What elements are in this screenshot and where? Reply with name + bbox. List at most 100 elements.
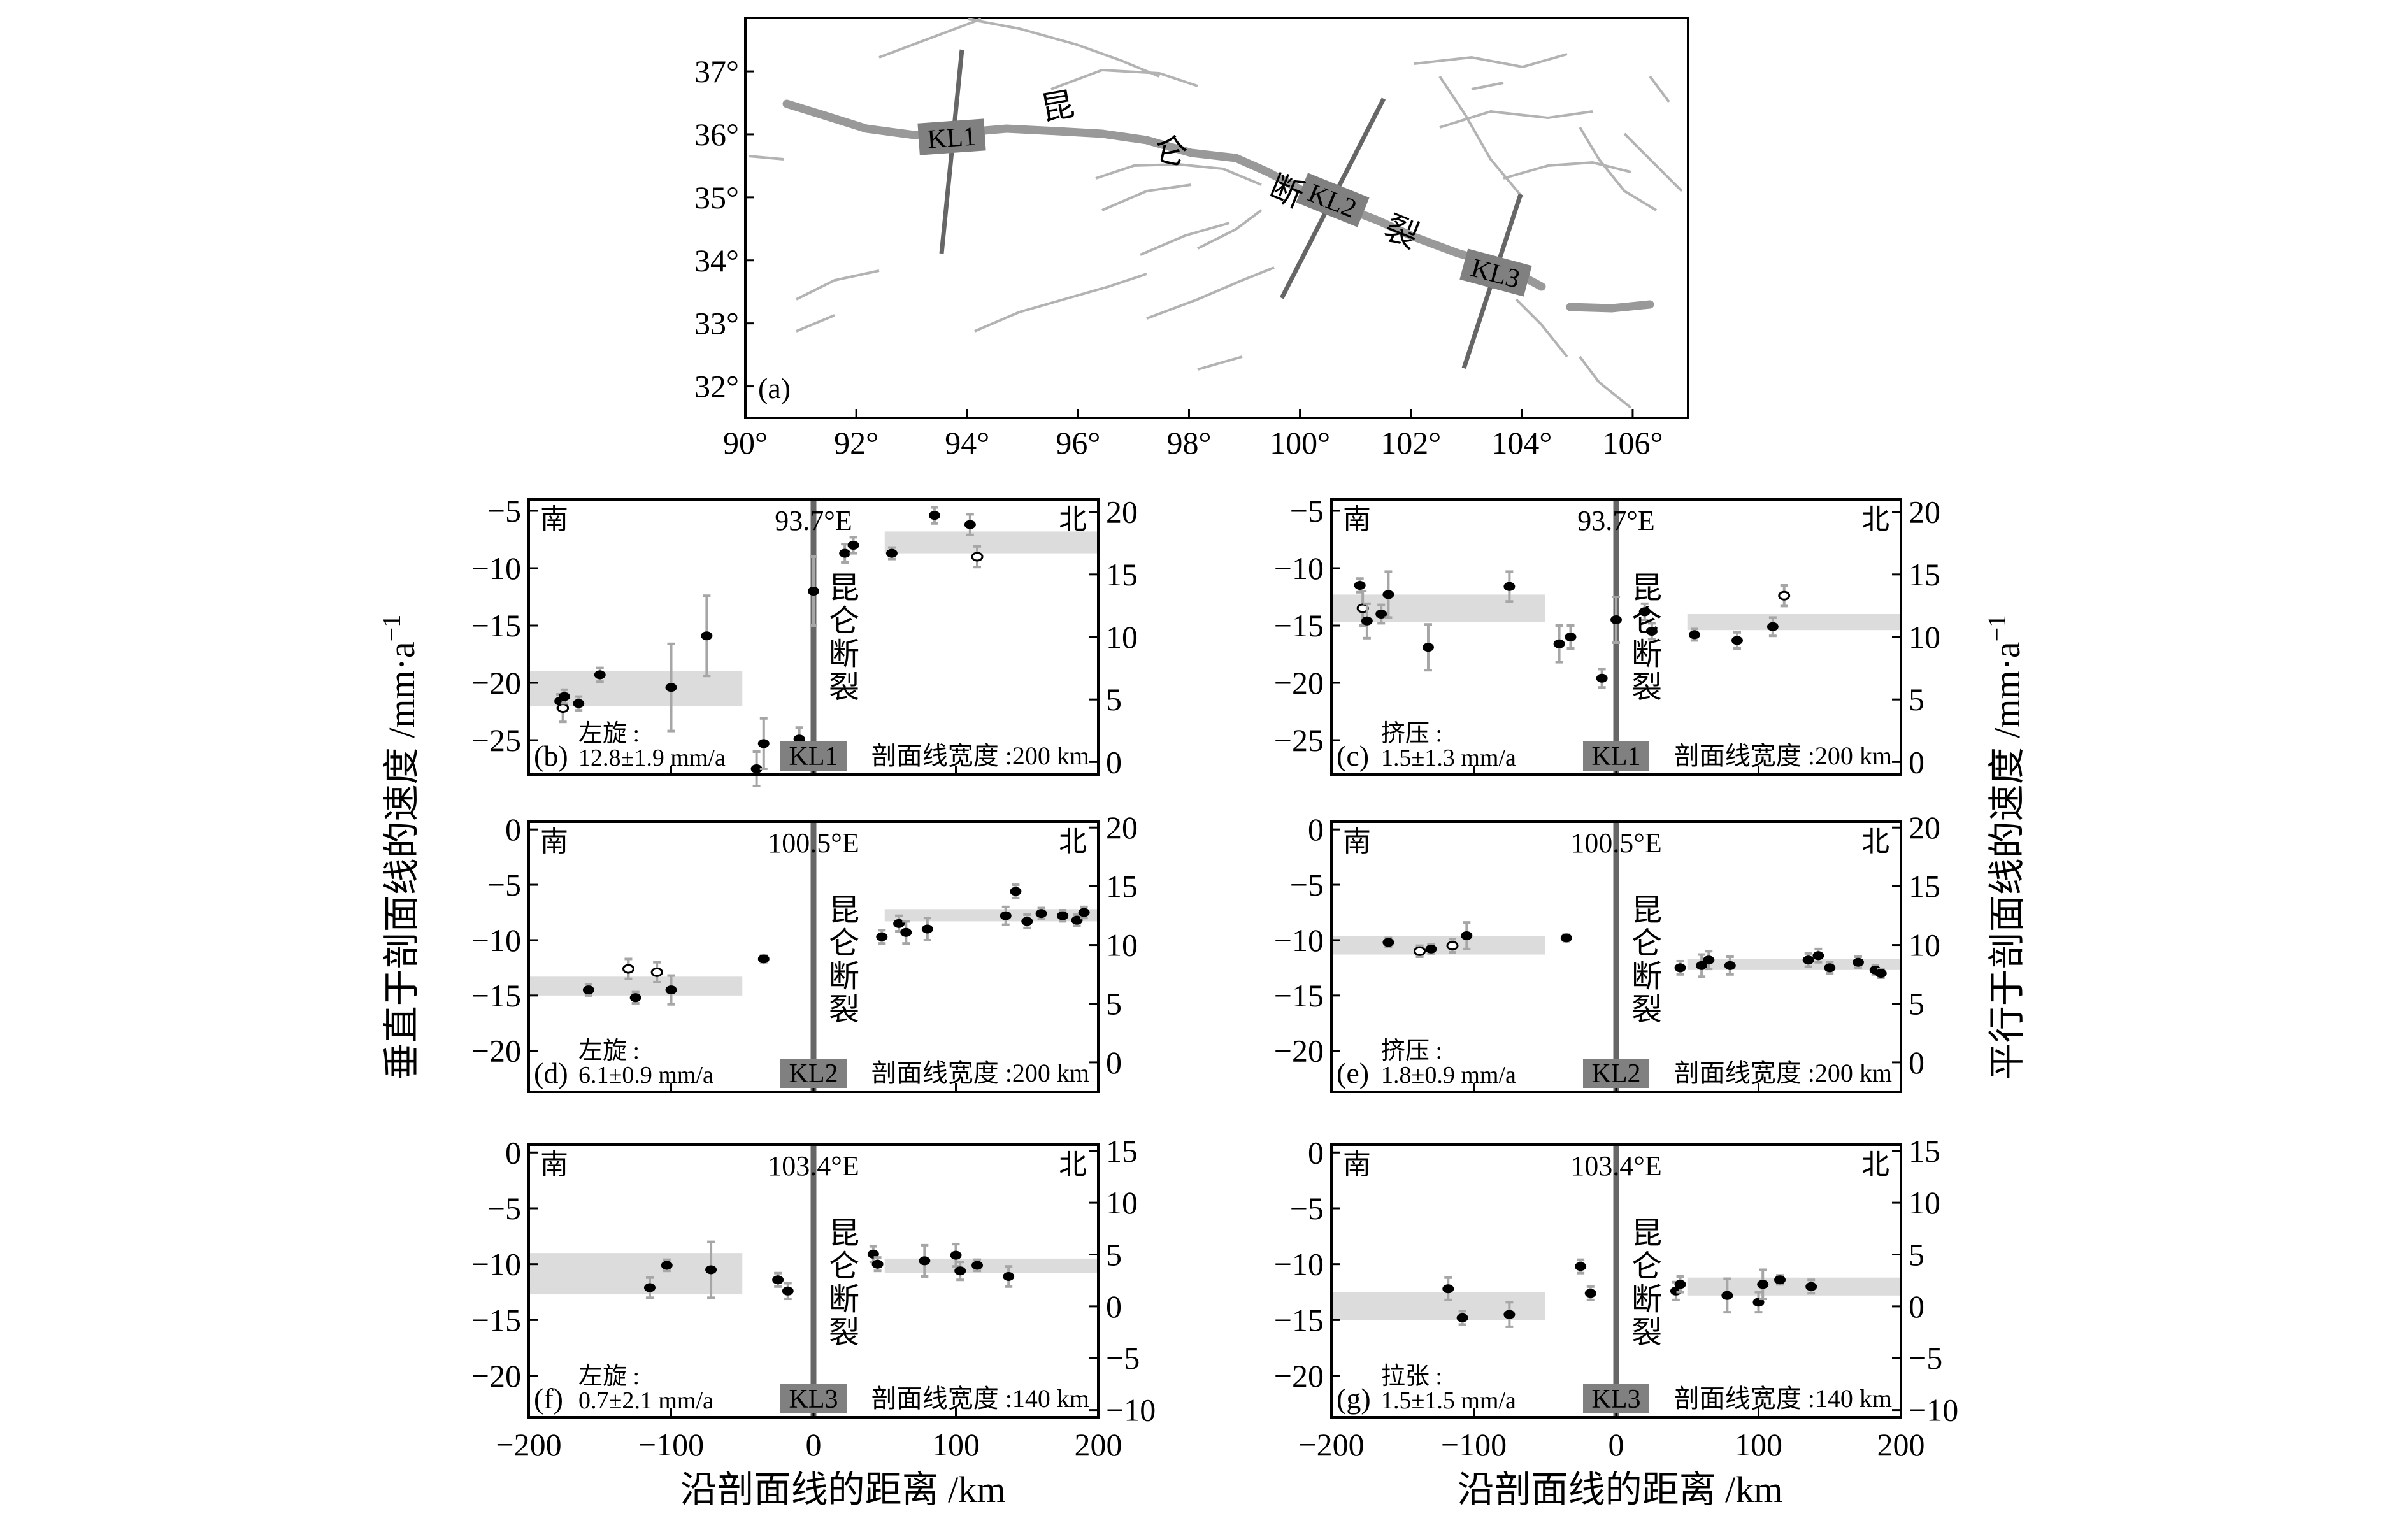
profile-width-label: 剖面线宽度 :140 km bbox=[871, 1384, 1089, 1413]
fault-name-char: 断 bbox=[1631, 960, 1662, 994]
secondary-fault-7 bbox=[1140, 222, 1230, 256]
velocity-point bbox=[661, 1261, 673, 1270]
fault-name-char: 仑 bbox=[1631, 604, 1662, 638]
fault-name-char: 仑 bbox=[1631, 927, 1662, 961]
secondary-fault-9 bbox=[796, 269, 880, 301]
secondary-fault-2 bbox=[968, 18, 1160, 78]
fault-name-char: 断 bbox=[1631, 638, 1662, 671]
fault-name-char: 昆 bbox=[1631, 1217, 1662, 1250]
fault-name-char: 仑 bbox=[829, 1250, 859, 1284]
velocity-point bbox=[1584, 1289, 1596, 1298]
velocity-point bbox=[808, 587, 819, 596]
velocity-point bbox=[1461, 931, 1473, 940]
profile-panel-f: 0 −5 −10 −15 −20 15 10 5 0 −5 −10 −200 −100 0 100 200 南 北… bbox=[471, 1133, 1156, 1462]
profile-name-label: KL2 bbox=[1592, 1059, 1641, 1089]
secondary-fault-15 bbox=[1471, 82, 1504, 90]
panel-label: (g) bbox=[1337, 1382, 1371, 1415]
lat-tick-label: 35° bbox=[694, 180, 739, 215]
fault-name-char: 昆 bbox=[829, 894, 859, 927]
right-y-tick-label: −10 bbox=[1106, 1392, 1156, 1428]
left-y-label-sup: −1 bbox=[377, 615, 406, 642]
right-y-tick-label: 10 bbox=[1106, 927, 1138, 963]
right-y-tick-label: 0 bbox=[1909, 1289, 1924, 1324]
lon-tick-label: 102° bbox=[1380, 425, 1441, 461]
right-y-tick-label: 20 bbox=[1106, 494, 1138, 530]
right-y-label-text: 平行于剖面线的速度 /mm·a bbox=[1986, 641, 2028, 1080]
profile-name-box bbox=[780, 1384, 847, 1413]
x-tick-label: −200 bbox=[1298, 1427, 1364, 1462]
velocity-point bbox=[772, 1275, 784, 1285]
velocity-point bbox=[893, 919, 905, 928]
velocity-point bbox=[950, 1250, 962, 1260]
velocity-point bbox=[1361, 616, 1373, 626]
left-y-tick-label: −10 bbox=[471, 1247, 521, 1282]
velocity-point bbox=[1000, 911, 1012, 920]
right-y-tick-label: 20 bbox=[1106, 810, 1138, 845]
lon-tick-label: 94° bbox=[945, 425, 989, 461]
kunlun-fault-trace-east bbox=[1566, 300, 1654, 313]
velocity-point bbox=[921, 924, 933, 934]
right-y-tick-label: 0 bbox=[1106, 1289, 1122, 1324]
velocity-point-open bbox=[1778, 590, 1791, 601]
profile-label-bg-2 bbox=[1296, 173, 1370, 227]
left-y-tick-label: −5 bbox=[487, 867, 521, 903]
velocity-point-open bbox=[971, 552, 984, 562]
left-y-tick-label: −25 bbox=[1274, 722, 1324, 758]
lat-tick-label: 32° bbox=[694, 369, 739, 404]
velocity-point bbox=[1724, 961, 1736, 970]
velocity-point bbox=[757, 954, 770, 964]
velocity-point bbox=[594, 670, 606, 680]
velocity-point bbox=[919, 1256, 931, 1266]
velocity-point bbox=[643, 1283, 656, 1292]
velocity-point bbox=[1875, 969, 1887, 978]
rate-value: 1.5±1.5 mm/a bbox=[1381, 1387, 1516, 1414]
secondary-fault-8 bbox=[1197, 209, 1263, 250]
velocity-point bbox=[629, 993, 641, 1003]
motion-type-label: 拉张 : bbox=[1381, 1363, 1442, 1390]
left-y-tick-label: −20 bbox=[471, 1358, 521, 1394]
right-y-tick-label: 15 bbox=[1106, 1133, 1138, 1169]
north-label: 北 bbox=[1059, 504, 1087, 535]
velocity-point bbox=[971, 1261, 984, 1270]
south-label: 南 bbox=[540, 826, 568, 857]
velocity-point bbox=[1382, 938, 1394, 947]
motion-type-label: 挤压 : bbox=[1381, 720, 1442, 747]
north-label: 北 bbox=[1861, 1149, 1889, 1180]
fault-name-char: 断 bbox=[829, 960, 859, 994]
left-y-tick-label: −15 bbox=[1274, 608, 1324, 643]
motion-type-label: 左旋 : bbox=[578, 1363, 640, 1390]
velocity-point bbox=[665, 683, 677, 692]
rate-value: 12.8±1.9 mm/a bbox=[578, 745, 726, 771]
velocity-point bbox=[750, 764, 763, 773]
velocity-point bbox=[1674, 963, 1686, 973]
velocity-point bbox=[964, 520, 976, 529]
x-tick-label: −200 bbox=[496, 1427, 561, 1462]
velocity-point bbox=[839, 548, 851, 558]
velocity-point bbox=[1503, 1310, 1516, 1319]
right-y-axis-label: 平行于剖面线的速度 /mm·a−1 bbox=[1982, 615, 2028, 1080]
velocity-point bbox=[1425, 944, 1437, 954]
velocity-point bbox=[1805, 1282, 1817, 1291]
profile-width-label: 剖面线宽度 :200 km bbox=[871, 741, 1089, 770]
secondary-fault-10 bbox=[796, 314, 835, 333]
north-label: 北 bbox=[1861, 504, 1889, 535]
profile-name-label: KL3 bbox=[1592, 1385, 1641, 1414]
fault-name-char: 裂 bbox=[829, 671, 859, 704]
velocity-point bbox=[757, 739, 770, 748]
left-y-tick-label: −15 bbox=[471, 1302, 521, 1338]
right-y-tick-label: 15 bbox=[1909, 868, 1940, 904]
x-axis-label-left: 沿剖面线的距离 /km bbox=[680, 1469, 1006, 1510]
mean-band-1 bbox=[1331, 935, 1545, 955]
south-label: 南 bbox=[540, 1149, 568, 1180]
fault-name-char: 仑 bbox=[829, 604, 859, 638]
panel-label: (e) bbox=[1337, 1057, 1369, 1089]
right-y-tick-label: 15 bbox=[1106, 868, 1138, 904]
x-tick-label: 0 bbox=[1609, 1427, 1624, 1462]
right-y-tick-label: 0 bbox=[1106, 744, 1122, 780]
profile-label-bg-3 bbox=[1459, 248, 1532, 297]
left-y-tick-label: −10 bbox=[471, 922, 521, 958]
fault-name-char: 裂 bbox=[829, 993, 859, 1027]
